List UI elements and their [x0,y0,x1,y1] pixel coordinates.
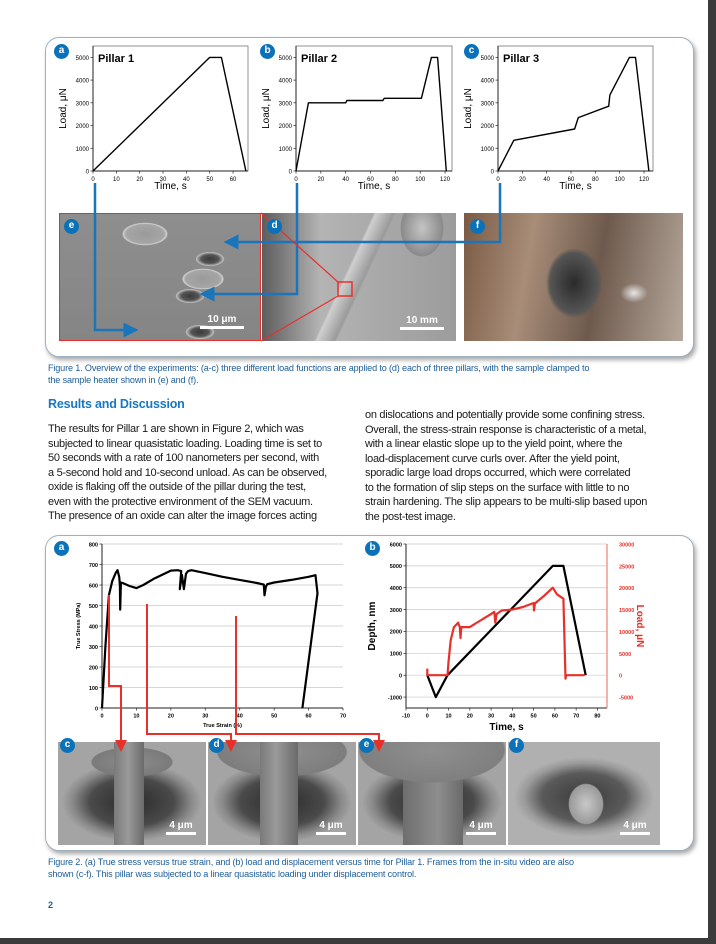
body-text-right-column: on dislocations and potentially provide … [365,408,647,524]
panel-label-d: d [209,738,224,753]
text-line: on dislocations and potentially provide … [365,409,645,421]
scale-bar-label: 4 μm [469,820,493,831]
section-heading: Results and Discussion [48,397,185,411]
body-text-left-column: The results for Pillar 1 are shown in Fi… [48,422,327,524]
text-line: load-displacement curve curls over. Afte… [365,452,620,465]
text-line: Overall, the stress-strain response is c… [365,423,647,436]
figure-1f-sample-heater-photo [464,213,683,341]
page-number: 2 [48,900,54,910]
text-line: oxide is flaking off the outside of the … [48,481,306,493]
text-line: even with the protective environment of … [48,495,313,508]
video-frame-d: 4 μm [208,742,356,845]
scale-bar: 4 μm [466,820,496,835]
page-edge [708,0,716,944]
video-frame-c: 4 μm [58,742,206,845]
scale-bar-label: 4 μm [623,820,647,831]
caption-line: shown (c-f). This pillar was subjected t… [48,869,417,879]
text-line: sporadic large load drops occurred, whic… [365,467,631,479]
text-line: to the formation of slip steps on the su… [365,481,630,494]
panel-label-f: f [470,219,485,234]
figure-2-caption: Figure 2. (a) True stress versus true st… [48,856,698,880]
scale-bar: 4 μm [166,820,196,835]
panel-label-b: b [260,44,275,59]
scale-bar-label: 4 μm [319,820,343,831]
scale-bar-label: 4 μm [169,820,193,831]
scale-bar: 10 μm [200,314,244,329]
panel-label-a: a [54,541,69,556]
video-frame-f: 4 μm [508,742,660,845]
figure-1d-sem-indenter: 10 mm [262,213,456,341]
panel-label-d: d [267,219,282,234]
figure-1-caption: Figure 1. Overview of the experiments: (… [48,362,698,386]
figure-1e-sem-pillar-array: 10 μm [59,213,261,341]
panel-label-f: f [509,738,524,753]
page-edge [0,938,716,944]
scale-bar: 10 mm [400,315,444,330]
panel-label-c: c [60,738,75,753]
caption-line: the sample heater shown in (e) and (f). [48,375,199,385]
panel-label-c: c [464,44,479,59]
text-line: The results for Pillar 1 are shown in Fi… [48,423,304,435]
scale-bar-label: 10 mm [406,315,438,326]
caption-line: Figure 2. (a) True stress versus true st… [48,857,574,867]
text-line: the post-test image. [365,510,456,523]
panel-label-a: a [54,44,69,59]
text-line: subjected to linear quasistatic loading.… [48,437,322,450]
panel-label-e: e [359,738,374,753]
text-line: The presence of an oxide can alter the i… [48,510,317,522]
video-frame-e: 4 μm [358,742,506,845]
scale-bar-label: 10 μm [207,314,237,325]
caption-line: Figure 1. Overview of the experiments: (… [48,363,590,373]
panel-label-e: e [64,219,79,234]
text-line: a 5-second hold and 10-second unload. As… [48,466,327,479]
text-line: with a linear elastic slope up to the yi… [365,438,623,450]
panel-label-b: b [365,541,380,556]
text-line: strain hardening. The slip appears to be… [365,496,648,508]
scale-bar: 4 μm [316,820,346,835]
text-line: 50 seconds with a rate of 100 nanometers… [48,452,319,464]
scale-bar: 4 μm [620,820,650,835]
